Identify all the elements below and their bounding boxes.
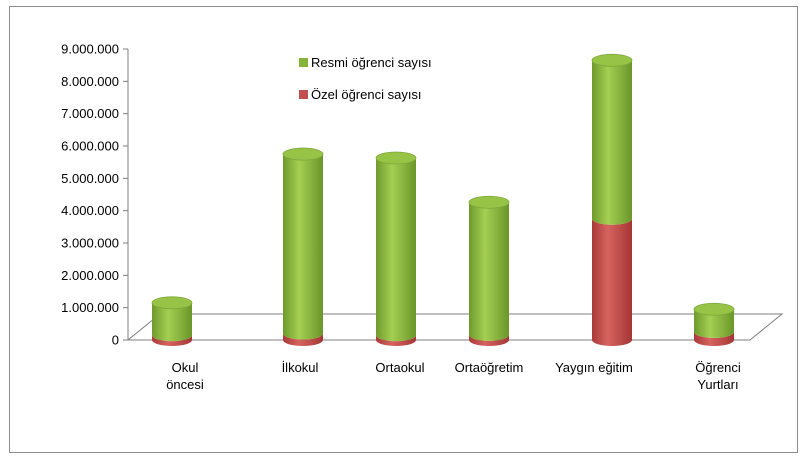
x-category-label: Ortaöğretim xyxy=(455,360,524,375)
bar-segment-resmi-5 xyxy=(694,309,734,338)
x-category-label: İlkokul xyxy=(282,360,319,375)
legend-swatch-1 xyxy=(299,90,308,99)
bar-segment-ozel-4 xyxy=(592,218,632,346)
bar-segment-resmi-2 xyxy=(376,157,416,342)
bar-segment-ozel-5 xyxy=(694,331,734,346)
y-tick-label: 6.000.000 xyxy=(61,139,119,154)
x-category-label-line: Ortaokul xyxy=(375,360,424,375)
x-category-label-line: İlkokul xyxy=(282,360,319,375)
x-category-label: Öğrenci Yurtları xyxy=(695,360,741,392)
bar-segment-ozel-1 xyxy=(283,333,323,346)
y-tick-label: 9.000.000 xyxy=(61,42,119,57)
legend-swatch-0 xyxy=(299,58,308,67)
bar-segment-resmi-0 xyxy=(152,302,192,342)
bar-top-cap-0 xyxy=(151,296,193,310)
bar-top-cap-5 xyxy=(693,302,735,316)
x-axis-labels: Okul öncesi İlkokul Ortaokul Ortaöğretim Yayg… xyxy=(166,360,741,392)
y-tick-label: 2.000.000 xyxy=(61,268,119,283)
bar-stack-4 xyxy=(591,53,633,346)
y-tick-label: 0 xyxy=(112,333,119,348)
legend-label-1: Özel öğrenci sayısı xyxy=(311,87,422,102)
y-tick-label: 1.000.000 xyxy=(61,300,119,315)
bar-stack-5 xyxy=(693,302,735,346)
x-category-label-line: Öğrenci xyxy=(695,360,741,375)
bar-segment-ozel-2 xyxy=(376,335,416,346)
bar-segment-ozel-0 xyxy=(152,335,192,346)
bar-segment-resmi-4 xyxy=(592,60,632,225)
bar-stack-2 xyxy=(375,151,417,346)
y-tick-label: 7.000.000 xyxy=(61,106,119,121)
x-category-label: Okul öncesi xyxy=(166,360,204,392)
bar-top-cap-3 xyxy=(468,195,510,209)
x-category-label-line: Ortaöğretim xyxy=(455,360,524,375)
bar-segment-ozel-3 xyxy=(469,334,509,346)
bar-top-cap-2 xyxy=(375,151,417,165)
y-axis: 0 1.000.000 2.000.000 3.000.000 4.000.000 5.0… xyxy=(61,42,129,348)
bar-stack-1 xyxy=(282,147,324,346)
bar-top-cap-1 xyxy=(282,147,324,161)
x-category-label-line: öncesi xyxy=(166,377,204,392)
bars xyxy=(151,53,735,346)
y-tick-label: 3.000.000 xyxy=(61,236,119,251)
y-tick-label: 8.000.000 xyxy=(61,74,119,89)
x-category-label: Yaygın eğitim xyxy=(555,360,633,375)
x-category-label-line: Okul xyxy=(172,360,199,375)
chart-floor-plane xyxy=(126,313,784,341)
y-tick-label: 4.000.000 xyxy=(61,203,119,218)
y-tick-label: 5.000.000 xyxy=(61,171,119,186)
legend-label-0: Resmi öğrenci sayısı xyxy=(311,55,432,70)
chart-floor xyxy=(126,313,784,341)
bar-stack-0 xyxy=(151,296,193,346)
x-category-label-line: Yurtları xyxy=(697,377,738,392)
bar-segment-resmi-3 xyxy=(469,202,509,341)
legend: Resmi öğrenci sayısı Özel öğrenci sayısı xyxy=(299,55,432,102)
x-category-label: Ortaokul xyxy=(375,360,424,375)
bar-stack-3 xyxy=(468,195,510,346)
bar-top-cap-4 xyxy=(591,53,633,67)
bar-segment-resmi-1 xyxy=(283,154,323,340)
x-category-label-line: Yaygın eğitim xyxy=(555,360,633,375)
